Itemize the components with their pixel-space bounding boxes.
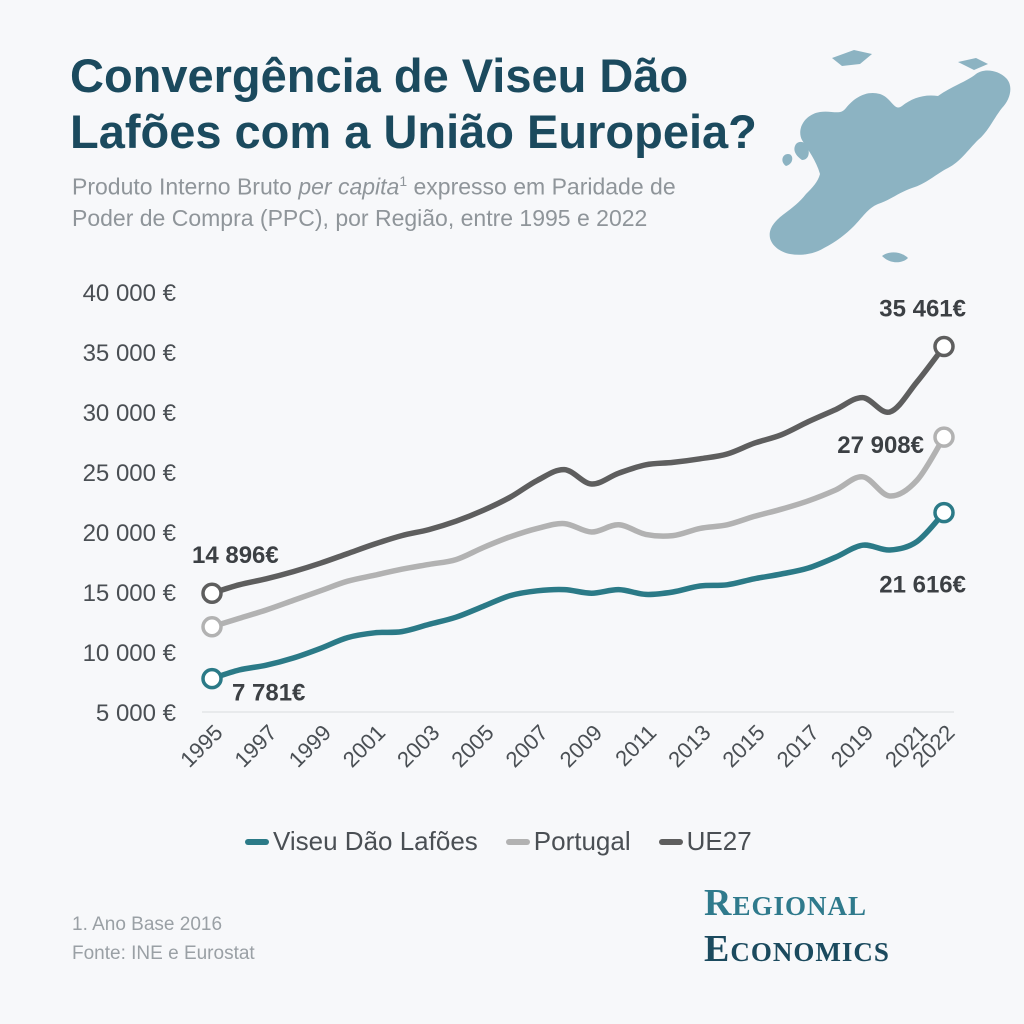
subtitle-per-capita: per capita xyxy=(298,173,400,200)
subtitle-footnote-marker: 1 xyxy=(399,173,408,189)
y-tick-label: 30 000 € xyxy=(83,400,177,427)
endpoint-ue27-start xyxy=(201,582,223,604)
legend-label-portugal: Portugal xyxy=(533,826,631,856)
endpoint-portugal-start xyxy=(201,616,223,638)
chart-legend: Viseu Dão Lafões Portugal UE27 xyxy=(245,826,752,857)
data-label-portugal-2022: 27 908€ xyxy=(837,432,924,459)
footnote-base-year: 1. Ano Base 2016 xyxy=(72,914,223,935)
subtitle-text-post: expresso em Paridade de Poder de Compra … xyxy=(72,173,676,231)
europe-map-icon xyxy=(769,50,1011,263)
endpoint-viseu-dao-lafoes-end xyxy=(933,501,955,524)
y-tick-label: 15 000 € xyxy=(83,580,177,607)
brand-logo-line2: Economics xyxy=(704,928,890,970)
y-tick-label: 10 000 € xyxy=(83,640,177,667)
x-tick-label: 2015 xyxy=(717,720,769,772)
x-tick-label: 2017 xyxy=(772,720,824,772)
legend-swatch-viseu xyxy=(245,838,269,845)
x-tick-label: 1995 xyxy=(175,720,227,772)
data-label-ue27-1995: 14 896€ xyxy=(192,542,279,569)
x-tick-label: 2013 xyxy=(663,720,715,772)
y-tick-label: 35 000 € xyxy=(83,340,177,367)
x-tick-label: 2005 xyxy=(446,720,498,772)
x-tick-label: 2001 xyxy=(338,720,390,772)
legend-swatch-ue27 xyxy=(658,838,683,845)
x-tick-label: 2019 xyxy=(826,720,878,772)
legend-swatch-portugal xyxy=(505,838,530,845)
footnote: 1. Ano Base 2016 Fonte: INE e Eurostat xyxy=(72,910,255,968)
y-tick-label: 20 000 € xyxy=(83,520,177,547)
endpoint-ue27-end xyxy=(933,335,955,358)
brand-logo-line1: Regional xyxy=(704,882,867,924)
legend-label-ue27: UE27 xyxy=(686,826,752,856)
data-label-ue27-2022: 35 461€ xyxy=(879,295,966,322)
brand-logo: Regional Economics xyxy=(704,880,962,972)
series-line-portugal xyxy=(209,434,947,630)
series-line-ue27 xyxy=(209,343,947,596)
data-label-viseu-dao-lafoes-1995: 7 781€ xyxy=(232,680,305,707)
endpoint-viseu-dao-lafoes-start xyxy=(201,667,223,690)
endpoint-portugal-end xyxy=(933,426,955,448)
footnote-source: Fonte: INE e Eurostat xyxy=(72,943,255,964)
chart-title: Convergência de Viseu Dão Lafões com a U… xyxy=(70,49,757,158)
subtitle-text-pre: Produto Interno Bruto xyxy=(72,173,299,200)
legend-item-ue27[interactable]: UE27 xyxy=(658,826,752,857)
y-tick-label: 25 000 € xyxy=(83,460,177,487)
chart-subtitle: Produto Interno Bruto per capita1 expres… xyxy=(72,166,712,234)
x-tick-label: 1997 xyxy=(229,720,281,772)
legend-item-portugal[interactable]: Portugal xyxy=(505,826,631,857)
line-chart: 40 000 € 35 000 € 30 000 € 25 000 € 20 000 €… xyxy=(83,280,966,772)
data-label-viseu-dao-lafoes-2022: 21 616€ xyxy=(879,572,966,599)
x-tick-label: 2009 xyxy=(555,720,607,772)
series-line-viseu-dao-lafoes xyxy=(209,509,947,682)
x-tick-label: 2007 xyxy=(501,720,553,772)
legend-item-viseu[interactable]: Viseu Dão Lafões xyxy=(245,826,478,857)
y-tick-label: 5 000 € xyxy=(96,700,177,727)
y-tick-label: 40 000 € xyxy=(83,280,177,307)
x-tick-label: 2011 xyxy=(610,720,661,771)
x-tick-label: 1999 xyxy=(284,720,336,772)
legend-label-viseu: Viseu Dão Lafões xyxy=(273,826,478,856)
x-tick-label: 2003 xyxy=(392,720,444,772)
